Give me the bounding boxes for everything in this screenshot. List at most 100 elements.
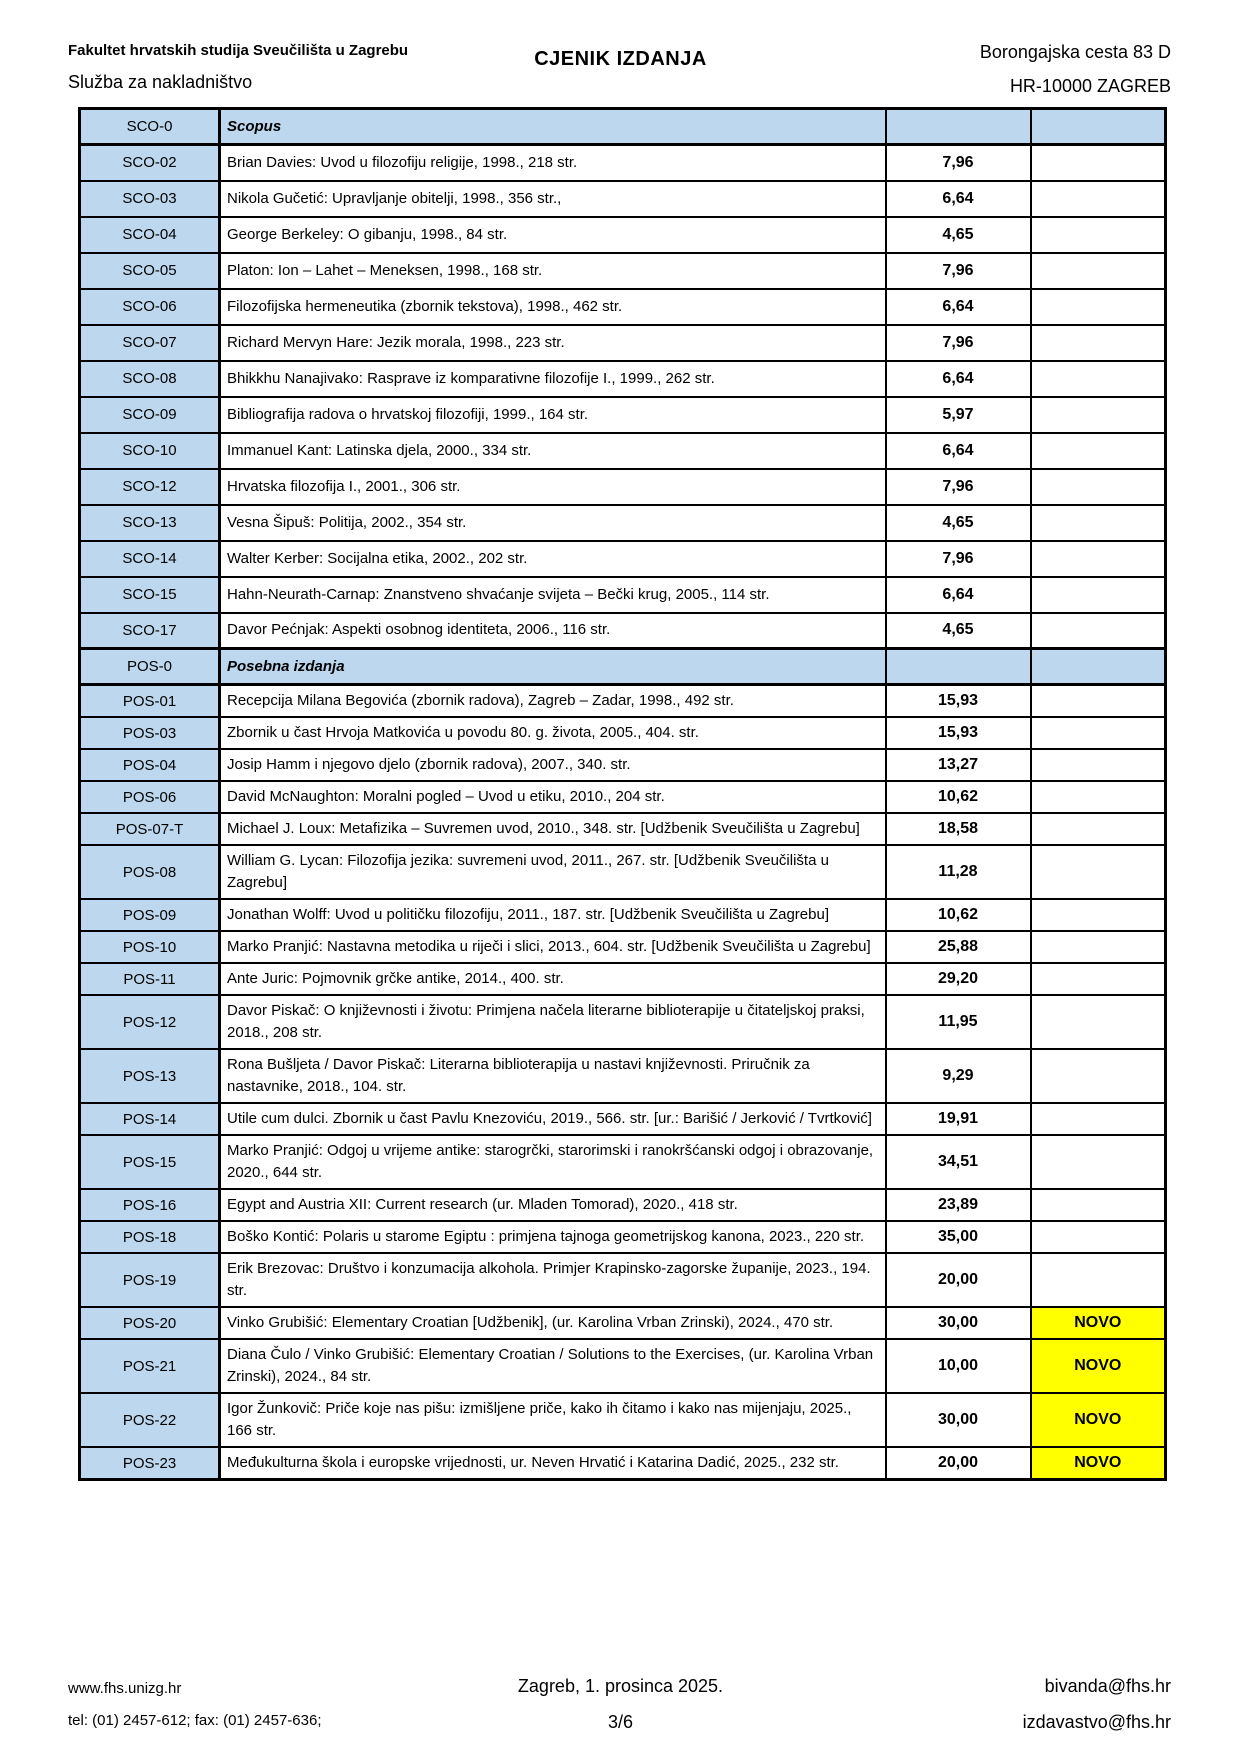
item-badge — [1029, 395, 1167, 434]
item-code: SCO-03 — [78, 179, 221, 218]
item-code: SCO-04 — [78, 215, 221, 254]
item-badge — [1029, 647, 1167, 686]
department-name: Služba za nakladništvo — [68, 72, 253, 92]
item-description: Marko Pranjić: Odgoj u vrijeme antike: s… — [218, 1134, 886, 1190]
item-badge — [1029, 898, 1167, 932]
item-code: POS-08 — [78, 844, 221, 900]
item-description: Igor Žunkovič: Priče koje nas pišu: izmi… — [218, 1392, 886, 1448]
item-code: SCO-0 — [78, 107, 221, 146]
item-description: William G. Lycan: Filozofija jezika: suv… — [218, 844, 886, 900]
footer-right-block: bivanda@fhs.hr izdavastvo@fhs.hr — [1023, 1676, 1171, 1733]
table-row: SCO-10 Immanuel Kant: Latinska djela, 20… — [78, 431, 1167, 470]
item-description: Rona Bušljeta / Davor Piskač: Literarna … — [218, 1048, 886, 1104]
item-badge — [1029, 539, 1167, 578]
item-description: Boško Kontić: Polaris u starome Egiptu :… — [218, 1220, 886, 1254]
item-code: SCO-17 — [78, 611, 221, 650]
item-price: 4,65 — [884, 215, 1031, 254]
item-price: 6,64 — [884, 179, 1031, 218]
table-row: POS-06 David McNaughton: Moralni pogled … — [78, 780, 1167, 814]
table-row: SCO-02 Brian Davies: Uvod u filozofiju r… — [78, 143, 1167, 182]
item-badge: NOVO — [1029, 1306, 1167, 1340]
address-street: Borongajska cesta 83 D — [979, 42, 1171, 62]
table-row: POS-09 Jonathan Wolff: Uvod u političku … — [78, 898, 1167, 932]
item-description: Recepcija Milana Begovića (zbornik radov… — [218, 683, 886, 718]
item-price: 11,28 — [884, 844, 1031, 900]
item-badge — [1029, 1048, 1167, 1104]
date-line: Zagreb, 1. prosinca 2025. — [517, 1676, 724, 1696]
item-code: POS-07-T — [78, 812, 221, 846]
item-price: 6,64 — [884, 575, 1031, 614]
item-code: POS-13 — [78, 1048, 221, 1104]
item-code: POS-22 — [78, 1392, 221, 1448]
item-price: 6,64 — [884, 431, 1031, 470]
item-badge — [1029, 1134, 1167, 1190]
price-table: SCO-0 Scopus SCO-02 Brian Davies: Uvod u… — [78, 107, 1167, 1481]
item-description: Jonathan Wolff: Uvod u političku filozof… — [218, 898, 886, 932]
table-row: SCO-04 George Berkeley: O gibanju, 1998.… — [78, 215, 1167, 254]
item-price: 7,96 — [884, 251, 1031, 290]
item-badge — [1029, 143, 1167, 182]
table-row: POS-0 Posebna izdanja — [78, 647, 1167, 686]
item-price: 4,65 — [884, 611, 1031, 650]
item-price: 18,58 — [884, 812, 1031, 846]
item-description: Egypt and Austria XII: Current research … — [218, 1188, 886, 1222]
item-code: SCO-12 — [78, 467, 221, 506]
item-badge: NOVO — [1029, 1338, 1167, 1394]
item-description: Filozofijska hermeneutika (zbornik tekst… — [218, 287, 886, 326]
item-code: POS-11 — [78, 962, 221, 996]
item-badge — [1029, 179, 1167, 218]
table-row: SCO-06 Filozofijska hermeneutika (zborni… — [78, 287, 1167, 326]
item-code: POS-10 — [78, 930, 221, 964]
item-badge — [1029, 716, 1167, 750]
item-price: 9,29 — [884, 1048, 1031, 1104]
item-badge — [1029, 844, 1167, 900]
item-price: 4,65 — [884, 503, 1031, 542]
item-description: Michael J. Loux: Metafizika – Suvremen u… — [218, 812, 886, 846]
item-description: Marko Pranjić: Nastavna metodika u riječ… — [218, 930, 886, 964]
item-code: SCO-05 — [78, 251, 221, 290]
item-description: Utile cum dulci. Zbornik u čast Pavlu Kn… — [218, 1102, 886, 1136]
item-price: 7,96 — [884, 323, 1031, 362]
footer-center-block: Zagreb, 1. prosinca 2025. 3/6 — [0, 1676, 1241, 1733]
item-price: 29,20 — [884, 962, 1031, 996]
item-description: Immanuel Kant: Latinska djela, 2000., 33… — [218, 431, 886, 470]
item-code: POS-0 — [78, 647, 221, 686]
item-price: 15,93 — [884, 683, 1031, 718]
item-code: POS-14 — [78, 1102, 221, 1136]
item-badge — [1029, 930, 1167, 964]
table-row: POS-19 Erik Brezovac: Društvo i konzumac… — [78, 1252, 1167, 1308]
item-code: POS-06 — [78, 780, 221, 814]
item-description: Scopus — [218, 107, 886, 146]
item-price — [884, 647, 1031, 686]
item-badge — [1029, 994, 1167, 1050]
item-badge — [1029, 215, 1167, 254]
item-price: 5,97 — [884, 395, 1031, 434]
item-code: SCO-06 — [78, 287, 221, 326]
item-badge — [1029, 251, 1167, 290]
item-price: 7,96 — [884, 143, 1031, 182]
item-badge — [1029, 683, 1167, 718]
item-badge — [1029, 812, 1167, 846]
item-description: Erik Brezovac: Društvo i konzumacija alk… — [218, 1252, 886, 1308]
item-code: POS-09 — [78, 898, 221, 932]
page-header: Fakultet hrvatskih studija Sveučilišta u… — [0, 42, 1241, 102]
table-row: SCO-14 Walter Kerber: Socijalna etika, 2… — [78, 539, 1167, 578]
table-row: POS-01 Recepcija Milana Begovića (zborni… — [78, 683, 1167, 718]
table-row: POS-10 Marko Pranjić: Nastavna metodika … — [78, 930, 1167, 964]
item-description: Richard Mervyn Hare: Jezik morala, 1998.… — [218, 323, 886, 362]
item-badge: NOVO — [1029, 1392, 1167, 1448]
item-description: Davor Pećnjak: Aspekti osobnog identitet… — [218, 611, 886, 650]
item-description: Davor Piskač: O književnosti i životu: P… — [218, 994, 886, 1050]
item-code: SCO-07 — [78, 323, 221, 362]
item-badge — [1029, 962, 1167, 996]
item-price: 6,64 — [884, 287, 1031, 326]
item-code: POS-23 — [78, 1446, 221, 1481]
table-row: SCO-05 Platon: Ion – Lahet – Meneksen, 1… — [78, 251, 1167, 290]
table-row: POS-04 Josip Hamm i njegovo djelo (zborn… — [78, 748, 1167, 782]
email-secondary: izdavastvo@fhs.hr — [1022, 1712, 1171, 1732]
item-price — [884, 107, 1031, 146]
item-description: Bhikkhu Nanajivako: Rasprave iz komparat… — [218, 359, 886, 398]
item-code: POS-12 — [78, 994, 221, 1050]
table-row: SCO-0 Scopus — [78, 107, 1167, 146]
